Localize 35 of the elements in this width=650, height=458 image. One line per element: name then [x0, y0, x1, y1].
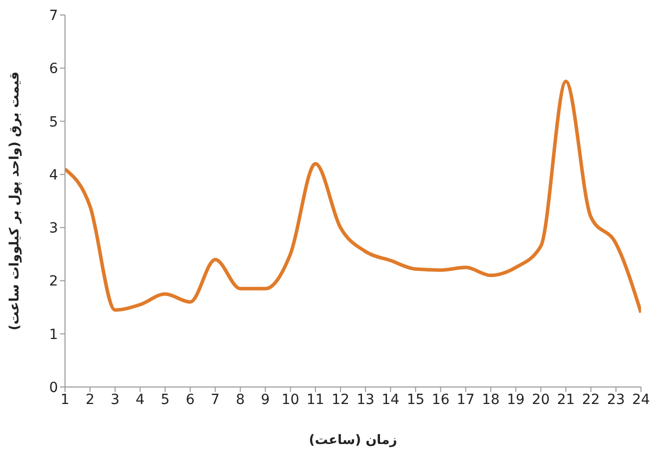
- x-tick-label: 1: [60, 392, 70, 408]
- x-tick-label: 9: [260, 392, 270, 408]
- x-tick-label: 5: [160, 392, 170, 408]
- x-tick-label: 3: [110, 392, 120, 408]
- x-tick-label: 15: [406, 392, 425, 408]
- y-tick-label: 3: [49, 220, 58, 237]
- y-tick-label: 4: [49, 167, 58, 184]
- x-tick-label: 8: [236, 392, 245, 408]
- x-tick-label: 14: [382, 392, 400, 408]
- x-tick-label: 2: [86, 392, 95, 408]
- line-series: [65, 80, 641, 314]
- x-tick-label: 22: [582, 392, 600, 408]
- y-tick-label: 1: [49, 326, 58, 343]
- x-tick-label: 4: [136, 392, 145, 408]
- x-tick-label: 10: [281, 392, 300, 408]
- y-tick-label: 2: [49, 274, 58, 290]
- x-tick-label: 18: [482, 392, 500, 408]
- y-axis-title: قیمت برق (واحد پول بر کیلووات ساعت): [8, 72, 23, 330]
- x-axis-title: زمان (ساعت): [308, 433, 398, 448]
- y-tick-label: 6: [49, 61, 58, 78]
- x-tick-label: 7: [210, 392, 220, 408]
- x-tick-label: 13: [356, 392, 374, 408]
- x-tick-label: 24: [632, 392, 650, 408]
- x-tick-label: 12: [332, 392, 350, 408]
- x-tick-label: 20: [532, 392, 550, 408]
- y-tick-label: 5: [49, 114, 58, 130]
- y-tick-label: 0: [49, 380, 58, 396]
- x-tick-label: 17: [456, 392, 475, 408]
- y-tick-label: 7: [49, 8, 58, 24]
- x-tick-label: 11: [306, 392, 324, 408]
- x-tick-label: 21: [556, 392, 575, 408]
- x-tick-label: 19: [506, 392, 525, 408]
- x-tick-label: 16: [432, 392, 450, 408]
- x-tick-label: 6: [186, 392, 195, 408]
- x-tick-label: 23: [607, 392, 625, 408]
